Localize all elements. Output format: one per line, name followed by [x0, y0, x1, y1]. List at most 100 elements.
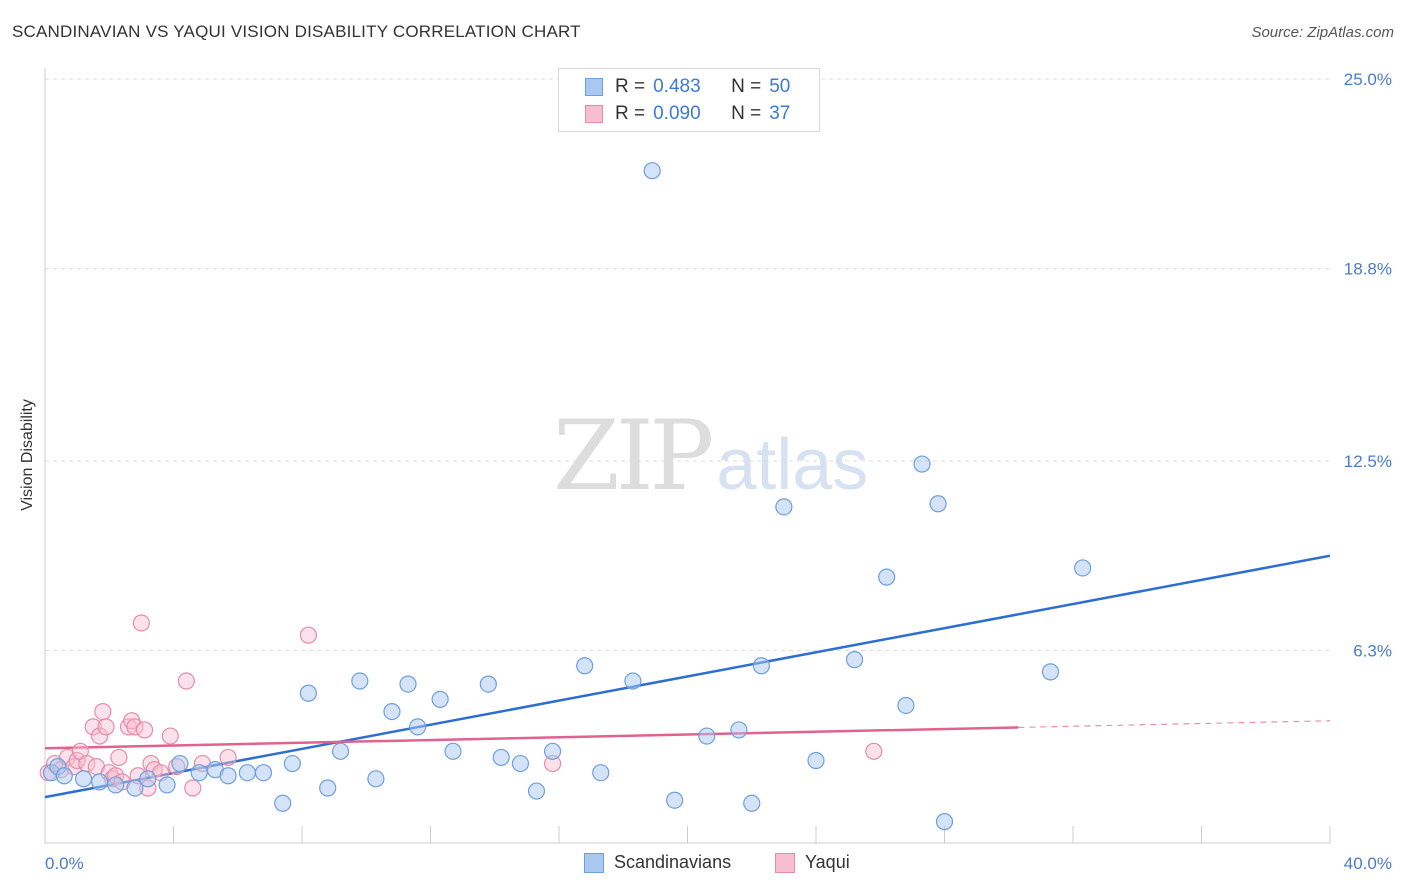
trend-layer — [44, 554, 1331, 799]
scandinavians-point — [492, 748, 510, 767]
scandinavians-point — [126, 779, 144, 797]
scandinavians-point — [1074, 559, 1092, 577]
scandinavians-point — [409, 718, 427, 736]
bottom-legend-scandinavians: Scandinavians — [584, 852, 731, 873]
legend-n-label: N = — [731, 103, 762, 124]
scandinavians-point — [543, 742, 562, 760]
scandinavians-point — [367, 770, 385, 788]
bottom-legend-swatch-blue — [584, 852, 604, 873]
scandinavians-point — [752, 657, 770, 675]
source-label: Source: ZipAtlas.com — [1251, 24, 1394, 41]
scandinavians-point — [730, 721, 748, 739]
scandinavians-point — [319, 779, 337, 797]
scandinavians-point — [274, 794, 292, 812]
bottom-legend-swatch-pink — [775, 852, 795, 873]
scandinavians-point — [666, 791, 684, 809]
legend-swatch-pink — [585, 105, 603, 123]
scandinavians-point — [643, 162, 661, 180]
y-tick-label: 12.5% — [1344, 452, 1392, 471]
scandinavians-point — [807, 751, 825, 770]
x-tick-label: 40.0% — [1344, 854, 1392, 873]
yaqui-point — [91, 727, 109, 745]
grid-layer — [45, 78, 1330, 651]
scandinavians-point — [511, 754, 530, 773]
scandinavians-point — [1041, 663, 1060, 681]
yaqui-point — [161, 727, 179, 745]
scandinavians-point — [775, 498, 793, 516]
axis-layer — [44, 68, 1331, 844]
scandinavians-point — [74, 770, 93, 788]
scandinavians-point — [139, 770, 157, 788]
bottom-legend-label: Scandinavians — [614, 852, 732, 872]
legend-swatch-blue — [585, 78, 603, 96]
yaqui-point — [132, 614, 150, 632]
points-layer — [39, 162, 1092, 831]
scandinavians-point — [431, 690, 449, 708]
legend-r-value: 0.483 — [653, 76, 701, 97]
scandinavians-point — [299, 684, 318, 702]
legend-r-label: R = — [615, 103, 646, 124]
yaqui-trend-line — [44, 726, 1019, 750]
scandinavians-point — [444, 742, 462, 760]
yaqui-point — [84, 718, 102, 736]
x-tick-label: 0.0% — [45, 854, 84, 873]
yaqui-point — [135, 721, 154, 739]
scandinavians-point — [479, 675, 497, 693]
y-tick-label: 18.8% — [1344, 259, 1392, 278]
scandinavians-point — [527, 782, 546, 800]
scandinavians-point — [91, 773, 109, 791]
scandinavians-point — [897, 696, 915, 715]
y-tick-label: 25.0% — [1344, 70, 1392, 89]
scandinavians-point — [845, 651, 864, 669]
scandinavians-point — [624, 672, 642, 690]
yaqui-point — [97, 718, 115, 736]
scandinavians-point — [331, 742, 350, 760]
scandinavians-point — [929, 495, 947, 513]
yaqui-point — [219, 748, 237, 767]
yaqui-point — [68, 751, 86, 770]
legend-row-scandinavians: R = 0.483 N = 50 — [585, 75, 790, 99]
scandinavians-point — [219, 767, 237, 785]
y-tick-label: 6.3% — [1353, 641, 1392, 660]
scandinavians-point — [743, 794, 761, 812]
scandinavians-point — [238, 764, 256, 782]
scandinavians-point — [383, 702, 401, 721]
scandinavians-point — [399, 675, 417, 693]
scandinavians-trend-line — [44, 554, 1331, 799]
scandinavians-point — [190, 764, 208, 782]
scandinavians-point — [283, 754, 301, 773]
legend-r-label: R = — [615, 76, 646, 97]
legend-n-value: 37 — [769, 103, 791, 124]
scandinavians-point — [107, 776, 125, 794]
yaqui-point — [865, 742, 883, 760]
bottom-legend-yaqui: Yaqui — [775, 852, 850, 873]
yaqui-point — [184, 779, 202, 797]
legend-r-value: 0.090 — [653, 103, 701, 124]
yaqui-point — [94, 702, 112, 721]
scandinavians-point — [698, 727, 716, 745]
scandinavians-point — [913, 455, 931, 473]
yaqui-point — [110, 748, 128, 767]
yaqui-point — [126, 718, 144, 736]
scandinavians-point — [351, 672, 369, 690]
scandinavians-point — [576, 657, 594, 675]
scandinavians-point — [254, 764, 273, 782]
legend-n-value: 50 — [769, 76, 791, 97]
scandinavians-point — [171, 754, 189, 773]
yaqui-point — [177, 672, 195, 690]
yaqui-trend-extension — [1018, 720, 1331, 729]
yaqui-point — [299, 626, 318, 644]
scandinavians-point — [55, 767, 73, 785]
bottom-legend: Scandinavians Yaqui — [0, 852, 1406, 878]
chart-title: SCANDINAVIAN VS YAQUI VISION DISABILITY … — [12, 22, 581, 41]
scandinavians-point — [592, 764, 610, 782]
scandinavians-point — [158, 776, 176, 794]
scandinavians-point — [935, 813, 954, 831]
bottom-legend-label: Yaqui — [805, 852, 850, 872]
legend: R = 0.483 N = 50 R = 0.090 N = 37 — [558, 68, 820, 132]
legend-n-label: N = — [731, 76, 762, 97]
tick-label-layer: 6.3% 12.5% 18.8% 25.0% 0.0% 40.0% — [45, 70, 1392, 873]
scandinavians-point — [878, 568, 896, 586]
legend-row-yaqui: R = 0.090 N = 37 — [585, 102, 790, 126]
